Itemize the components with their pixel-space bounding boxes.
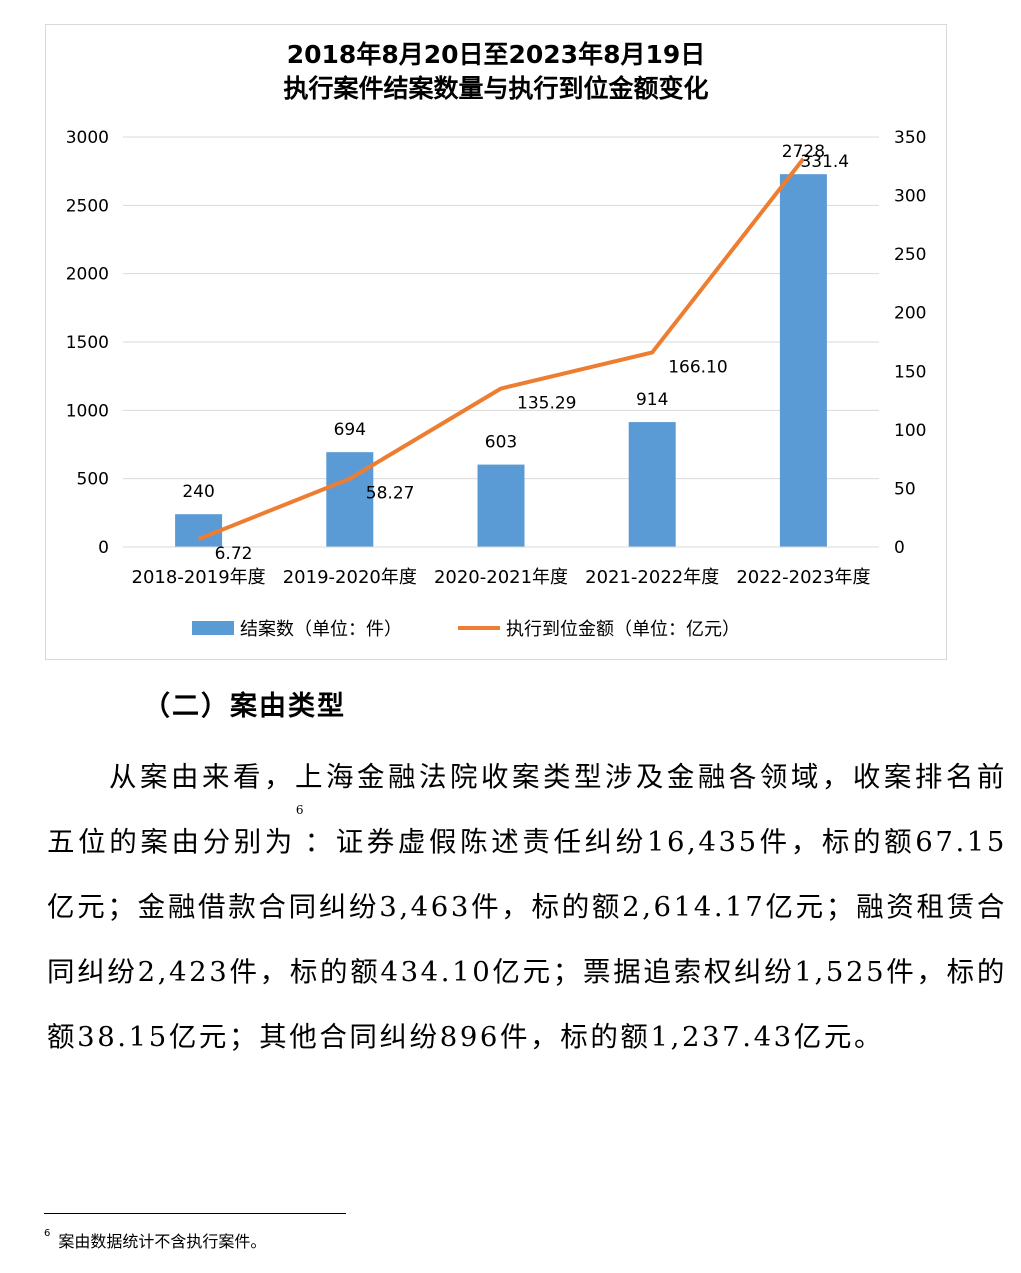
chart-title-line1: 2018年8月20日至2023年8月19日 [286,40,706,69]
y-right-tick-label: 0 [894,538,905,558]
paragraph-text-1: 从案由来看，上海金融法院收案类型涉及金融各领域，收案排名前五位的案由分别为 [47,761,1007,858]
section-heading: （二）案由类型 [143,691,346,722]
chart-title-line2: 执行案件结案数量与执行到位金额变化 [283,74,709,103]
y-left-tick-label: 1000 [66,401,109,421]
line-data-label: 331.4 [800,152,849,172]
y-right-tick-label: 150 [894,362,926,382]
footnote-divider [44,1213,346,1214]
line-data-label: 58.27 [366,484,415,504]
paragraph-text-2: ：证券虚假陈述责任纠纷16,435件，标的额67.15亿元；金融借款合同纠纷3,… [47,826,1007,1053]
y-left-tick-label: 2000 [66,265,109,285]
x-tick-label: 2019-2020年度 [283,567,417,588]
line-data-label: 135.29 [517,394,576,414]
bar [477,464,525,547]
line-data-label: 166.10 [668,357,727,377]
legend-label-bars: 结案数（单位：件） [240,619,402,640]
body-paragraph: 从案由来看，上海金融法院收案类型涉及金融各领域，收案排名前五位的案由分别为6 ：证… [47,745,1007,1070]
line-data-label: 6.72 [215,544,253,564]
x-tick-label: 2018-2019年度 [132,567,266,588]
y-right-tick-label: 100 [894,421,926,441]
footnote-ref: 6 [295,803,304,817]
y-right-tick-label: 350 [894,128,926,148]
footnote-number: 6 [44,1228,51,1239]
y-left-tick-label: 1500 [66,333,109,353]
y-right-tick-label: 200 [894,304,926,324]
bar-data-label: 914 [636,390,668,410]
chart-plot: 0 500 1000 1500 2000 2500 3000 0 50 100 150 200 250 3… [66,128,927,640]
bar [628,422,676,547]
bar [175,514,223,547]
bar-data-label: 694 [334,420,366,440]
y-left-tick-label: 2500 [66,196,109,216]
y-right-tick-label: 300 [894,187,926,207]
legend-swatch-bars [192,621,234,635]
footnote-text: 案由数据统计不含执行案件。 [58,1232,267,1251]
bar-data-label: 2728 [782,142,825,162]
legend-label-line: 执行到位金额（单位：亿元） [506,619,740,640]
x-tick-label: 2022-2023年度 [736,567,870,588]
bar-data-label: 240 [182,482,214,502]
chart-frame: 2018年8月20日至2023年8月19日 执行案件结案数量与执行到位金额变化 … [45,24,947,660]
y-left-tick-label: 500 [77,470,109,490]
footnote: 6 案由数据统计不含执行案件。 [44,1228,266,1252]
y-right-tick-label: 250 [894,245,926,265]
y-left-tick-label: 3000 [66,128,109,148]
x-tick-label: 2021-2022年度 [585,567,719,588]
bar-data-label: 603 [485,433,517,453]
x-tick-label: 2020-2021年度 [434,567,568,588]
y-left-tick-label: 0 [98,538,109,558]
y-right-tick-label: 50 [894,479,916,499]
bar [779,174,827,547]
